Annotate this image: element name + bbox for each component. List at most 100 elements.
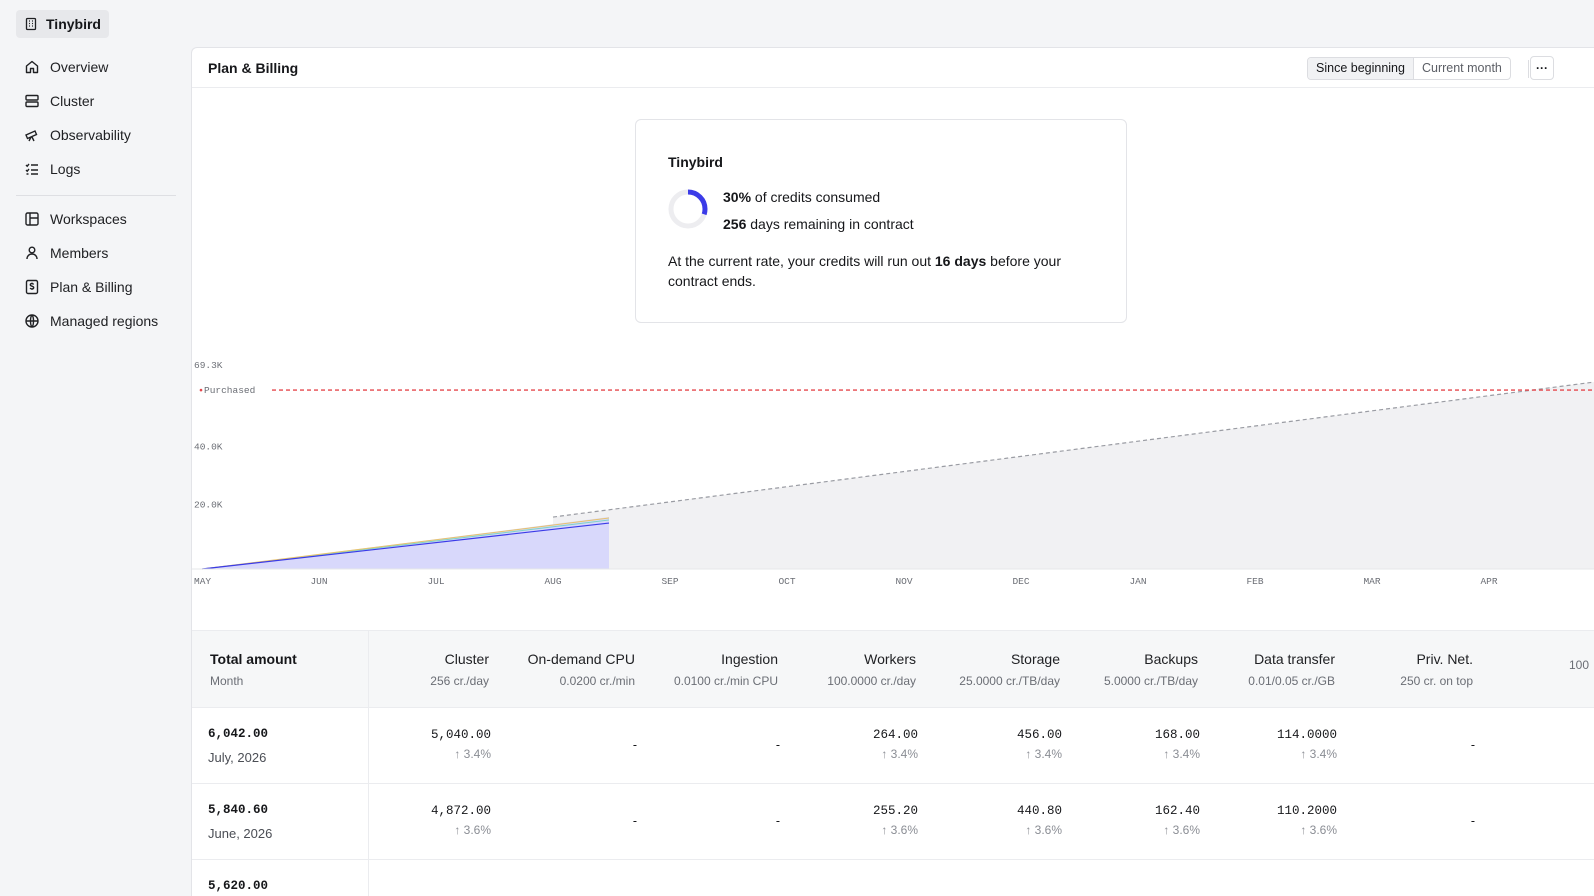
cell-value: 110.2000: [1276, 804, 1337, 818]
nav-item-observability[interactable]: Observability: [16, 118, 176, 152]
cell-value: 440.80: [1016, 804, 1062, 818]
cell-value: 168.00: [1154, 728, 1200, 742]
nav-label: Managed regions: [50, 313, 159, 329]
col-header-ingestion[interactable]: Ingestion 0.0100 cr./min CPU: [674, 651, 778, 688]
nav-divider: [16, 195, 176, 196]
nav-item-members[interactable]: Members: [16, 236, 176, 270]
col-rate: 100.0000 cr./day: [827, 674, 916, 688]
y-tick-label: 40.0K: [194, 442, 223, 453]
cell-delta: ↑ 3.4%: [1300, 747, 1337, 761]
cell-delta: ↑ 3.6%: [454, 823, 491, 837]
nav-item-overview[interactable]: Overview: [16, 50, 176, 84]
col-name: Storage: [1010, 651, 1060, 667]
x-tick-label: MAR: [1363, 576, 1380, 587]
col-header-priv-net[interactable]: Priv. Net. 250 cr. on top: [1400, 651, 1473, 688]
col-rate: 0.0200 cr./min: [559, 674, 635, 688]
col-header-overflow[interactable]: 100: [1569, 651, 1589, 672]
cell-delta: ↑ 3.6%: [881, 823, 918, 837]
nav-label: Overview: [50, 59, 109, 75]
sidebar: Tinybird Overview Cluster Observability …: [0, 0, 192, 896]
x-tick-label: JAN: [1129, 576, 1146, 587]
row-total: 6,042.00: [208, 727, 269, 741]
cell-value: 456.00: [1016, 728, 1062, 742]
header-total-label: Total amount: [210, 651, 297, 667]
x-tick-label: FEB: [1246, 576, 1263, 587]
x-tick-label: NOV: [895, 576, 912, 587]
org-name: Tinybird: [46, 16, 101, 32]
table-row[interactable]: 5,620.00: [192, 860, 1594, 896]
cell-value: -: [632, 814, 637, 828]
x-tick-label: AUG: [544, 576, 561, 587]
cell-delta: ↑ 3.4%: [454, 747, 491, 761]
nav-label: Cluster: [50, 93, 95, 109]
range-current-month[interactable]: Current month: [1421, 61, 1502, 75]
card-title: Tinybird: [668, 154, 723, 170]
nav-item-managed-regions[interactable]: Managed regions: [16, 304, 176, 338]
x-tick-label: DEC: [1012, 576, 1029, 587]
nav-label: Plan & Billing: [50, 279, 133, 295]
col-rate: 100: [1569, 658, 1590, 672]
cell-value: 255.20: [872, 804, 918, 818]
range-since-beginning[interactable]: Since beginning: [1308, 58, 1414, 79]
main-panel: Plan & Billing Since beginning Current m…: [191, 47, 1594, 896]
billing-table: Total amount Month Cluster 256 cr./day On…: [192, 630, 1594, 896]
table-row[interactable]: 6,042.00 July, 2026 5,040.00 ↑ 3.4% - - 264.00…: [192, 708, 1594, 784]
table-cell: 456.00 ↑ 3.4%: [1017, 728, 1062, 761]
cell-value: 162.40: [1154, 804, 1200, 818]
nav-label: Observability: [50, 127, 131, 143]
col-header-cluster[interactable]: Cluster 256 cr./day: [430, 651, 489, 688]
col-header-workers[interactable]: Workers 100.0000 cr./day: [827, 651, 916, 688]
page-title: Plan & Billing: [208, 60, 299, 76]
col-header-storage[interactable]: Storage 25.0000 cr./TB/day: [959, 651, 1060, 688]
col-rate: 0.0100 cr./min CPU: [673, 674, 778, 688]
x-tick-label: JUL: [427, 576, 444, 587]
col-header-on-demand-cpu[interactable]: On-demand CPU 0.0200 cr./min: [528, 651, 635, 688]
forecast-prefix: At the current rate, your credits will r…: [668, 253, 935, 269]
cell-value: 5,040.00: [430, 728, 491, 742]
y-tick-label: 69.3K: [194, 360, 223, 371]
table-cell: -: [1471, 814, 1475, 828]
purchased-marker: [199, 388, 203, 392]
globe-icon: [25, 314, 39, 328]
col-rate: 0.01/0.05 cr./GB: [1248, 674, 1335, 688]
cell-delta: ↑ 3.4%: [1025, 747, 1062, 761]
credits-chart: Purchased 20.0K 40.0K 69.3K MAY JUN JUL AUG SEP O…: [192, 360, 1594, 587]
consumed-text: of credits consumed: [754, 189, 881, 205]
row-total: 5,840.60: [208, 803, 269, 817]
col-rate: 25.0000 cr./TB/day: [959, 674, 1060, 688]
cell-value: -: [632, 738, 637, 752]
nav-label: Workspaces: [50, 211, 127, 227]
cell-delta: ↑ 3.4%: [881, 747, 918, 761]
nav-item-logs[interactable]: Logs: [16, 152, 176, 186]
more-options-button[interactable]: ···: [1530, 56, 1554, 80]
credits-summary-card: Tinybird 30% of credits consumed 256 day…: [635, 119, 1127, 323]
table-cell: 114.0000 ↑ 3.4%: [1277, 728, 1337, 761]
table-cell: -: [633, 738, 637, 752]
x-tick-label: JUN: [310, 576, 327, 587]
cell-value: -: [775, 738, 780, 752]
col-name: Ingestion: [721, 651, 778, 667]
x-tick-label: OCT: [778, 576, 795, 587]
forecast-line: [552, 381, 1594, 518]
nav-item-plan-billing[interactable]: Plan & Billing: [16, 270, 176, 304]
table-cell: 440.80 ↑ 3.6%: [1017, 804, 1062, 837]
purchased-label: Purchased: [204, 385, 255, 396]
nav-item-workspaces[interactable]: Workspaces: [16, 202, 176, 236]
col-name: Data transfer: [1254, 651, 1335, 667]
col-header-data-transfer[interactable]: Data transfer 0.01/0.05 cr./GB: [1248, 651, 1335, 688]
col-rate: 256 cr./day: [430, 674, 489, 688]
col-name: Priv. Net.: [1416, 651, 1473, 667]
server-icon: [25, 94, 39, 108]
x-tick-label: APR: [1480, 576, 1497, 587]
nav-label: Logs: [50, 161, 81, 177]
col-name: Cluster: [444, 651, 489, 667]
table-row[interactable]: 5,840.60 June, 2026 4,872.00 ↑ 3.6% - - 255.20…: [192, 784, 1594, 860]
col-header-backups[interactable]: Backups 5.0000 cr./TB/day: [1104, 651, 1198, 688]
nav-item-cluster[interactable]: Cluster: [16, 84, 176, 118]
total-column-divider: [192, 631, 369, 896]
table-cell: -: [633, 814, 637, 828]
org-switcher[interactable]: Tinybird: [16, 10, 109, 38]
nav-label: Members: [50, 245, 109, 261]
row-month: June, 2026: [208, 826, 273, 841]
row-month: July, 2026: [208, 750, 267, 765]
